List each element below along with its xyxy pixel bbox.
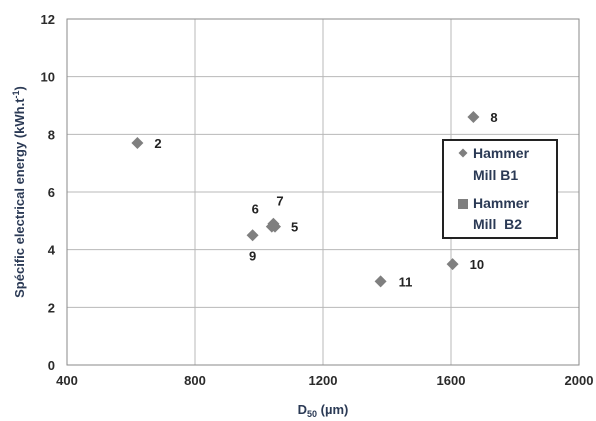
- point-label: 9: [249, 248, 256, 263]
- point-label: 2: [154, 136, 161, 151]
- data-point: [131, 136, 144, 149]
- point-label: 5: [291, 220, 298, 235]
- point-labels: 2 5 6 7 8 9 10 11: [154, 110, 497, 289]
- point-label: 8: [490, 110, 497, 125]
- legend-b1-line2: Mill B1: [473, 167, 518, 183]
- legend-b1-line1: Hammer: [473, 145, 530, 161]
- x-tick-labels: 400 800 1200 1600 2000: [56, 373, 593, 388]
- x-tick-label: 400: [56, 373, 78, 388]
- y-tick-label: 8: [48, 127, 55, 142]
- x-tick-label: 1600: [437, 373, 466, 388]
- data-point: [246, 229, 259, 242]
- legend-b2-line1: Hammer: [473, 195, 530, 211]
- y-tick-label: 0: [48, 358, 55, 373]
- data-point: [467, 111, 480, 124]
- legend: Hammer Mill B1 Hammer Mill B2: [442, 139, 558, 239]
- y-axis-title: Spécific electrical energy (kWh.t-1): [11, 86, 27, 298]
- data-point: [446, 258, 459, 271]
- y-tick-label: 12: [41, 12, 55, 27]
- plot-frame: [66, 18, 580, 366]
- y-tick-label: 4: [48, 243, 56, 258]
- data-point: [374, 275, 387, 288]
- point-label: 10: [470, 257, 484, 272]
- y-tick-label: 6: [48, 185, 55, 200]
- y-tick-label: 2: [48, 300, 55, 315]
- legend-square-icon: [458, 199, 468, 209]
- point-label: 6: [252, 202, 259, 217]
- legend-b2-line2: Mill B2: [473, 216, 522, 232]
- x-tick-label: 1200: [309, 373, 338, 388]
- x-tick-label: 2000: [565, 373, 594, 388]
- y-tick-label: 10: [41, 70, 55, 85]
- point-label: 7: [276, 194, 283, 209]
- point-label: 11: [399, 274, 413, 289]
- x-axis-title: D50 (µm): [298, 402, 349, 419]
- y-tick-labels: 0 2 4 6 8 10 12: [41, 12, 56, 373]
- x-tick-label: 800: [184, 373, 206, 388]
- legend-diamond-icon: [458, 148, 468, 158]
- data-points: [131, 111, 480, 288]
- data-point: [267, 217, 280, 230]
